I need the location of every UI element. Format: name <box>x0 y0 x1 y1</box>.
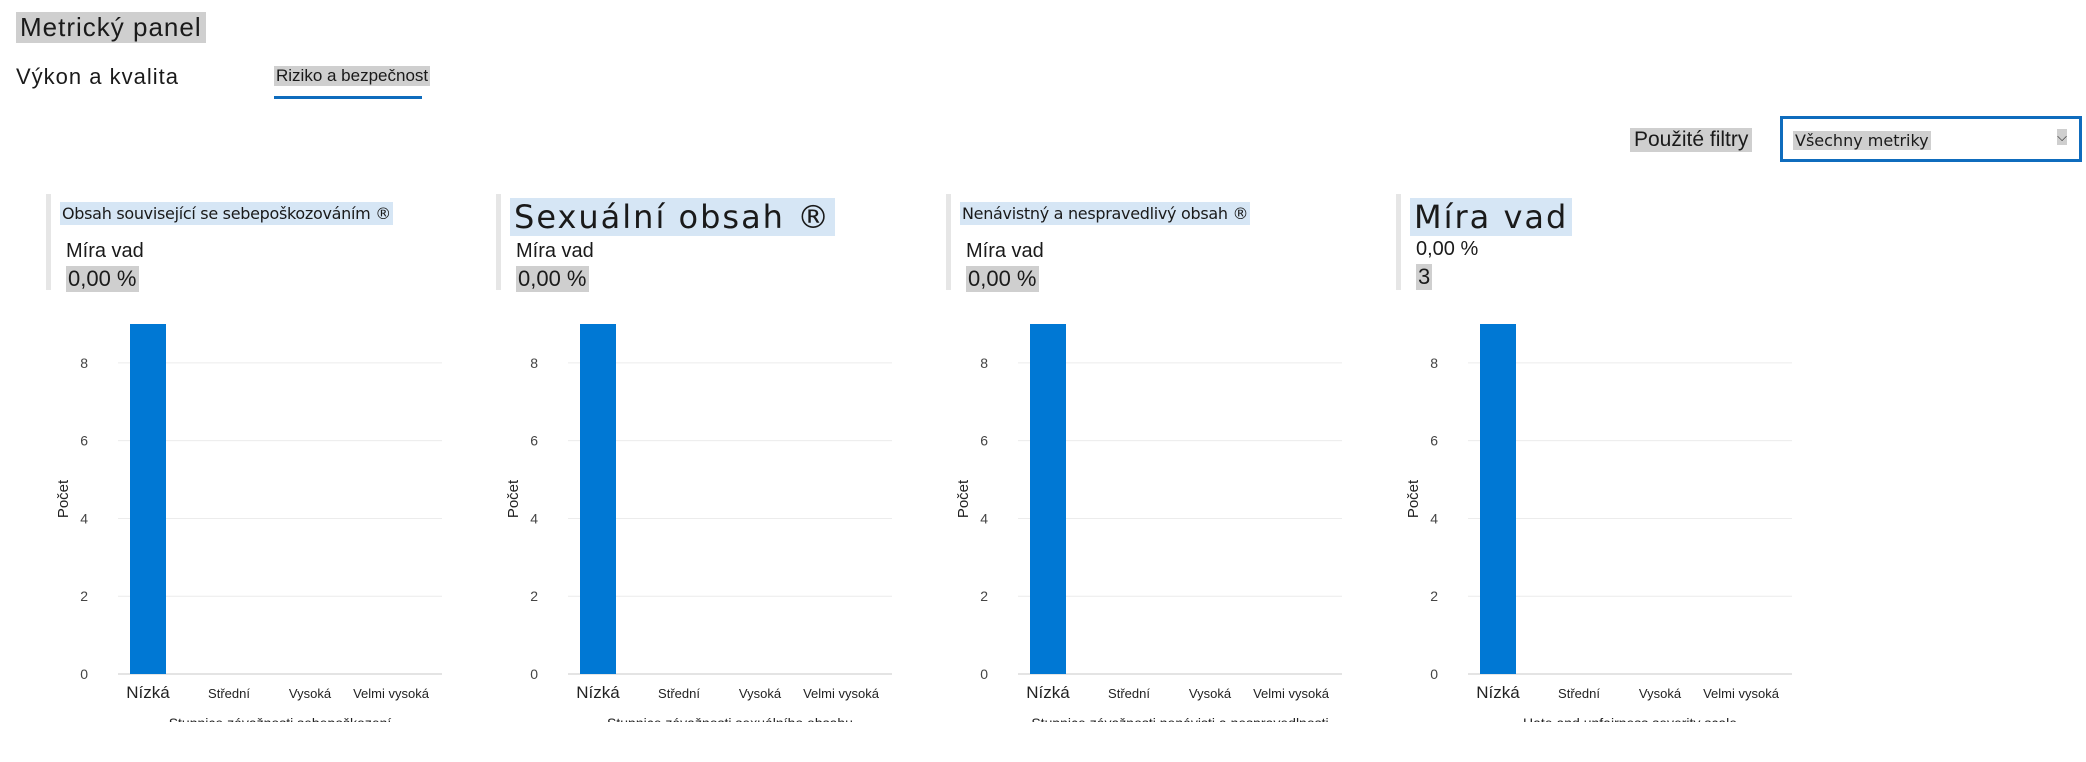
y-tick-label: 2 <box>1430 588 1438 604</box>
x-tick-label: Velmi vysoká <box>353 686 430 701</box>
severity-chart: 0 2 4 6 8 Nízká Střední Vysoká Velmi vysoká Stupn… <box>955 324 1342 722</box>
x-axis-label: Stupnice závažnosti sexuálního obsahu <box>607 715 853 722</box>
defect-rate-label: Míra vad <box>966 240 1044 262</box>
panel-title: Nenávistný a nespravedlivý obsah ® <box>960 202 1251 225</box>
defect-rate-value: 0,00 % <box>516 266 589 292</box>
severity-chart: 0 2 4 6 8 Nízká Střední Vysoká Velmi vysoká Stupn… <box>505 324 892 722</box>
y-tick-label: 0 <box>980 666 988 682</box>
x-axis-label: Stupnice závažnosti sebepoškození <box>169 715 392 722</box>
x-tick-label: Vysoká <box>1189 686 1232 701</box>
y-tick-label: 0 <box>80 666 88 682</box>
x-tick-label: Střední <box>658 686 700 701</box>
tab-performance-quality[interactable]: Výkon a kvalita <box>16 64 179 89</box>
y-axis-label: Počet <box>505 479 522 518</box>
x-tick-label: Nízká <box>126 683 170 702</box>
bar-1 <box>1030 324 1066 674</box>
y-axis-label: Počet <box>55 479 72 518</box>
severity-chart: 0 2 4 6 8 Nízká Střední Vysoká Velmi vysoká Hate … <box>1405 324 1792 722</box>
y-tick-label: 0 <box>530 666 538 682</box>
panel-defect-rate: Míra vad 0,00 % 3 0 2 4 6 8 Nízká Střední Vysok… <box>1396 194 1836 734</box>
x-tick-label: Vysoká <box>739 686 782 701</box>
y-axis-label: Počet <box>1405 479 1422 518</box>
y-tick-label: 6 <box>530 433 538 449</box>
y-tick-label: 4 <box>80 510 88 526</box>
severity-chart: 0 2 4 6 8 Nízká Střední Vysoká Velmi vysoká Stupn… <box>55 324 442 722</box>
y-tick-label: 4 <box>980 510 988 526</box>
bar-1 <box>1480 324 1516 674</box>
x-tick-label: Vysoká <box>1639 686 1682 701</box>
x-tick-label: Střední <box>1558 686 1600 701</box>
x-tick-label: Střední <box>1108 686 1150 701</box>
panel-title: Sexuální obsah ® <box>510 198 836 236</box>
defect-rate-value: 0,00 % <box>66 266 139 292</box>
defect-rate-label: Míra vad <box>66 240 144 262</box>
x-tick-label: Nízká <box>1026 683 1070 702</box>
panel-self-harm: Obsah související se sebepoškozováním ® … <box>46 194 486 734</box>
panel-sexual: Sexuální obsah ® Míra vad 0,00 % 0 2 4 6 8 Ní… <box>496 194 936 734</box>
y-tick-label: 2 <box>980 588 988 604</box>
chevron-down-icon: ⌵ <box>2057 129 2067 145</box>
filter-selected-value: Všechny metriky <box>1793 131 1931 150</box>
panel-accent-bar <box>946 194 951 290</box>
panel-hate-unfairness: Nenávistný a nespravedlivý obsah ® Míra … <box>946 194 1386 734</box>
x-tick-label: Nízká <box>576 683 620 702</box>
bar-1 <box>580 324 616 674</box>
x-tick-label: Nízká <box>1476 683 1520 702</box>
y-tick-label: 0 <box>1430 666 1438 682</box>
y-tick-label: 8 <box>980 355 988 371</box>
panel-accent-bar <box>46 194 51 290</box>
y-tick-label: 8 <box>1430 355 1438 371</box>
y-tick-label: 8 <box>80 355 88 371</box>
panel-accent-bar <box>1396 194 1401 290</box>
x-tick-label: Velmi vysoká <box>1703 686 1780 701</box>
y-tick-label: 2 <box>530 588 538 604</box>
y-tick-label: 6 <box>80 433 88 449</box>
x-tick-label: Vysoká <box>289 686 332 701</box>
panel-title: Míra vad <box>1410 198 1573 236</box>
y-tick-label: 6 <box>1430 433 1438 449</box>
x-axis-label: Hate and unfairness severity scale <box>1523 715 1737 722</box>
x-tick-label: Střední <box>208 686 250 701</box>
page-title: Metrický panel <box>16 12 206 43</box>
defect-rate-value: 0,00 % <box>966 266 1039 292</box>
y-axis-label: Počet <box>955 479 972 518</box>
y-tick-label: 8 <box>530 355 538 371</box>
y-tick-label: 6 <box>980 433 988 449</box>
y-tick-label: 2 <box>80 588 88 604</box>
defect-rate-value: 3 <box>1416 264 1433 290</box>
defect-rate-label: Míra vad <box>516 240 594 262</box>
tab-risk-safety[interactable]: Riziko a bezpečnost <box>274 66 431 86</box>
bar-1 <box>130 324 166 674</box>
x-tick-label: Velmi vysoká <box>1253 686 1330 701</box>
defect-rate-label: 0,00 % <box>1416 238 1479 260</box>
y-tick-label: 4 <box>530 510 538 526</box>
filters-label: Použité filtry <box>1630 128 1753 152</box>
panel-title: Obsah související se sebepoškozováním ® <box>60 202 393 225</box>
y-tick-label: 4 <box>1430 510 1438 526</box>
selected-tab-indicator <box>274 96 422 99</box>
x-tick-label: Velmi vysoká <box>803 686 880 701</box>
metrics-filter-dropdown[interactable]: Všechny metriky ⌵ <box>1780 116 2082 162</box>
panel-accent-bar <box>496 194 501 290</box>
x-axis-label: Stupnice závažnosti nenávisti a nesprave… <box>1031 715 1328 722</box>
